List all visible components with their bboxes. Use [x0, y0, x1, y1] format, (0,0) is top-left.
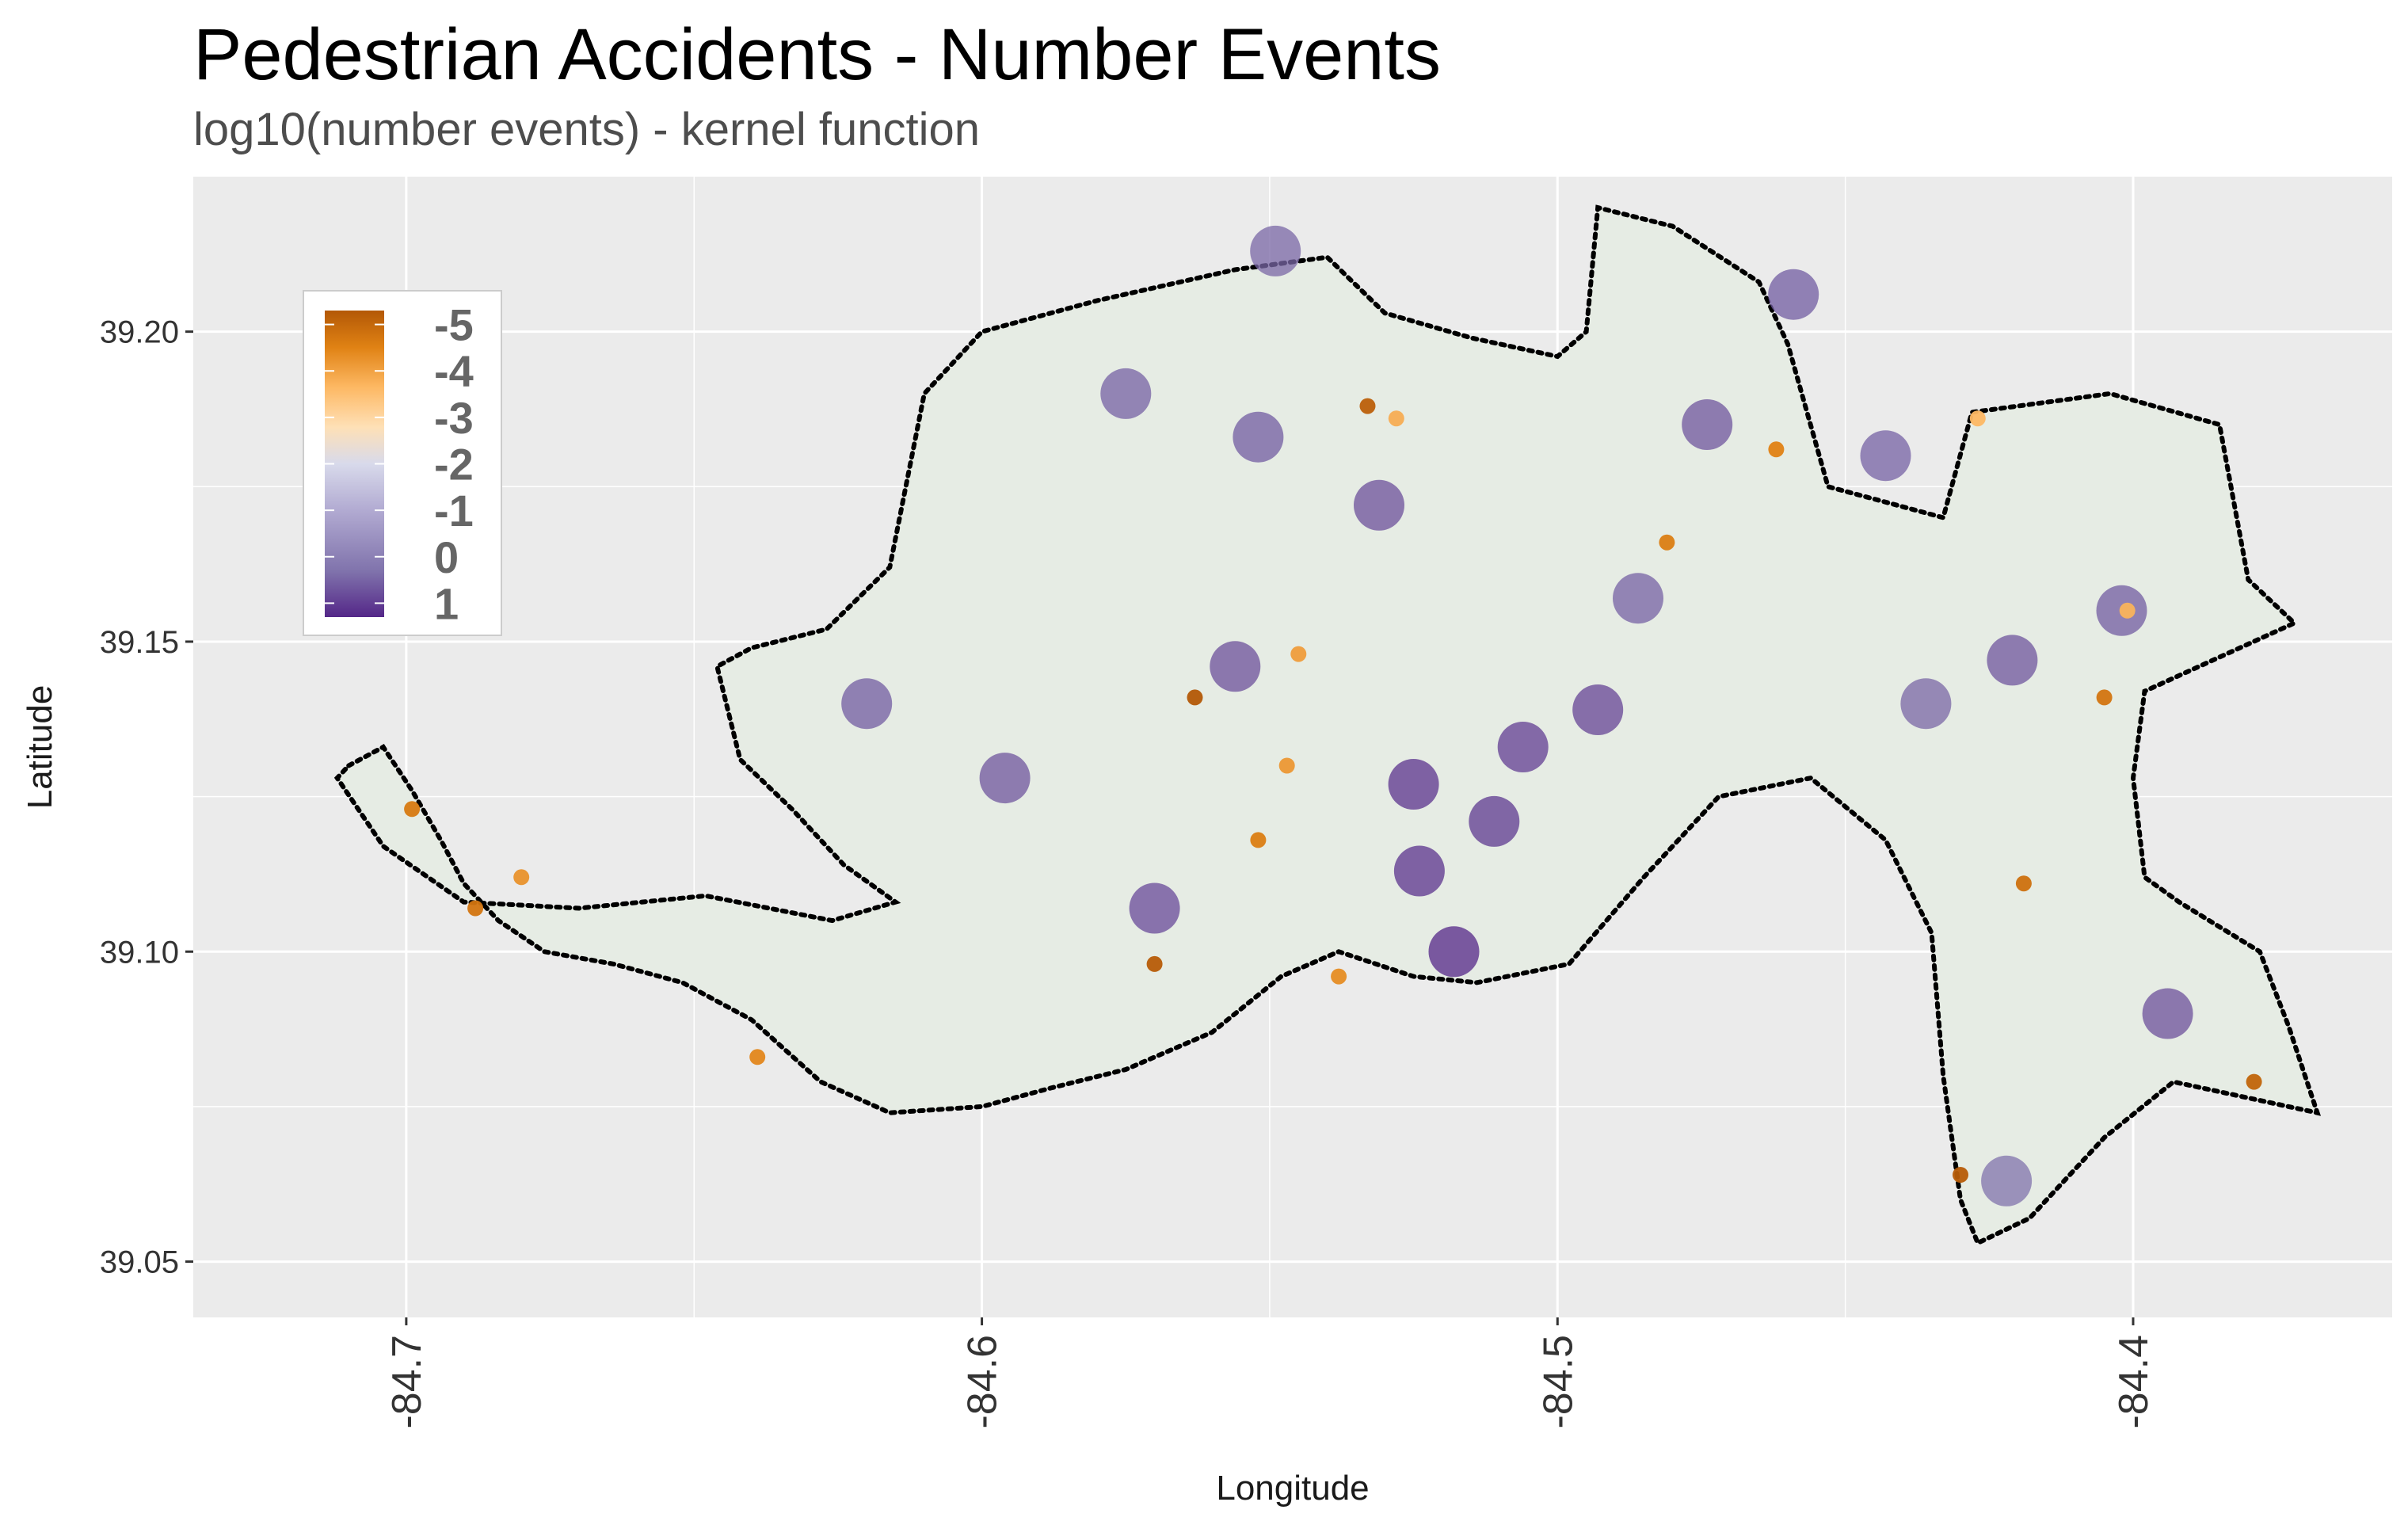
density-point: [1129, 882, 1180, 934]
density-point: [1428, 926, 1480, 978]
legend-tick-label: -4: [434, 346, 474, 396]
legend-tick-label: 1: [434, 578, 459, 628]
city-boundary: [333, 204, 2321, 1247]
y-axis: 39.05 39.10 39.15 39.20: [100, 315, 193, 1280]
density-point: [749, 1049, 766, 1065]
density-point: [1659, 534, 1675, 551]
density-point: [467, 900, 484, 917]
density-point: [1900, 678, 1952, 730]
x-tick-label: -84.7: [384, 1335, 430, 1429]
density-point: [404, 801, 421, 818]
chart-subtitle: log10(number events) - kernel function: [193, 104, 980, 155]
density-point: [1388, 759, 1439, 810]
x-tick-label: -84.4: [2111, 1335, 2157, 1429]
legend-tick-label: 0: [434, 532, 459, 582]
legend-tick-label: -1: [434, 486, 474, 536]
x-axis: -84.7 -84.6 -84.5 -84.4: [384, 1317, 2157, 1429]
legend-tick-label: -3: [434, 393, 474, 443]
legend-ticks: -5-4-3-2-101: [325, 300, 474, 628]
density-point: [1146, 955, 1163, 972]
density-point: [2015, 875, 2032, 892]
density-point: [1388, 410, 1404, 427]
density-point: [1290, 646, 1307, 662]
density-point: [1250, 225, 1301, 276]
density-point: [1393, 845, 1445, 897]
density-point: [1278, 757, 1295, 774]
y-axis-label: Latitude: [21, 685, 59, 810]
density-point: [2246, 1073, 2262, 1090]
legend-colorbar: [325, 311, 384, 617]
density-point: [1210, 641, 1261, 692]
density-point: [1331, 968, 1347, 985]
density-point: [841, 678, 893, 730]
x-tick-label: -84.6: [960, 1335, 1006, 1429]
density-point: [1768, 269, 1819, 320]
y-tick-label: 39.10: [100, 935, 179, 970]
x-axis-label: Longitude: [1216, 1469, 1369, 1508]
chart-title: Pedestrian Accidents - Number Events: [193, 14, 1441, 95]
density-point: [979, 753, 1031, 804]
density-points: [404, 225, 2262, 1207]
y-tick-label: 39.05: [100, 1245, 179, 1280]
density-point: [1613, 573, 1663, 624]
density-point: [1572, 684, 1624, 735]
density-point: [1100, 368, 1152, 419]
density-point: [1981, 1155, 2033, 1207]
density-point: [513, 869, 530, 886]
legend-tick-label: -2: [434, 440, 474, 490]
density-point: [2119, 602, 2136, 619]
density-point: [1860, 430, 1911, 482]
density-point: [1354, 479, 1404, 531]
legend: -5-4-3-2-101: [303, 290, 502, 636]
density-point: [2142, 988, 2193, 1039]
density-point: [1469, 795, 1520, 847]
density-point: [1953, 1167, 1968, 1183]
density-point: [1768, 441, 1785, 458]
y-tick-label: 39.20: [100, 315, 179, 350]
density-point: [1250, 832, 1267, 848]
density-point: [1969, 410, 1986, 427]
density-point: [1497, 722, 1549, 772]
density-point: [1187, 689, 1203, 706]
density-point: [1987, 635, 2038, 686]
density-point: [1359, 398, 1376, 414]
legend-tick-label: -5: [434, 300, 474, 350]
density-point: [2096, 689, 2113, 706]
x-tick-label: -84.5: [1535, 1335, 1581, 1429]
density-point: [1682, 399, 1733, 450]
density-point: [1233, 411, 1284, 463]
boundary-line: [333, 204, 2321, 1247]
y-tick-label: 39.15: [100, 625, 179, 660]
